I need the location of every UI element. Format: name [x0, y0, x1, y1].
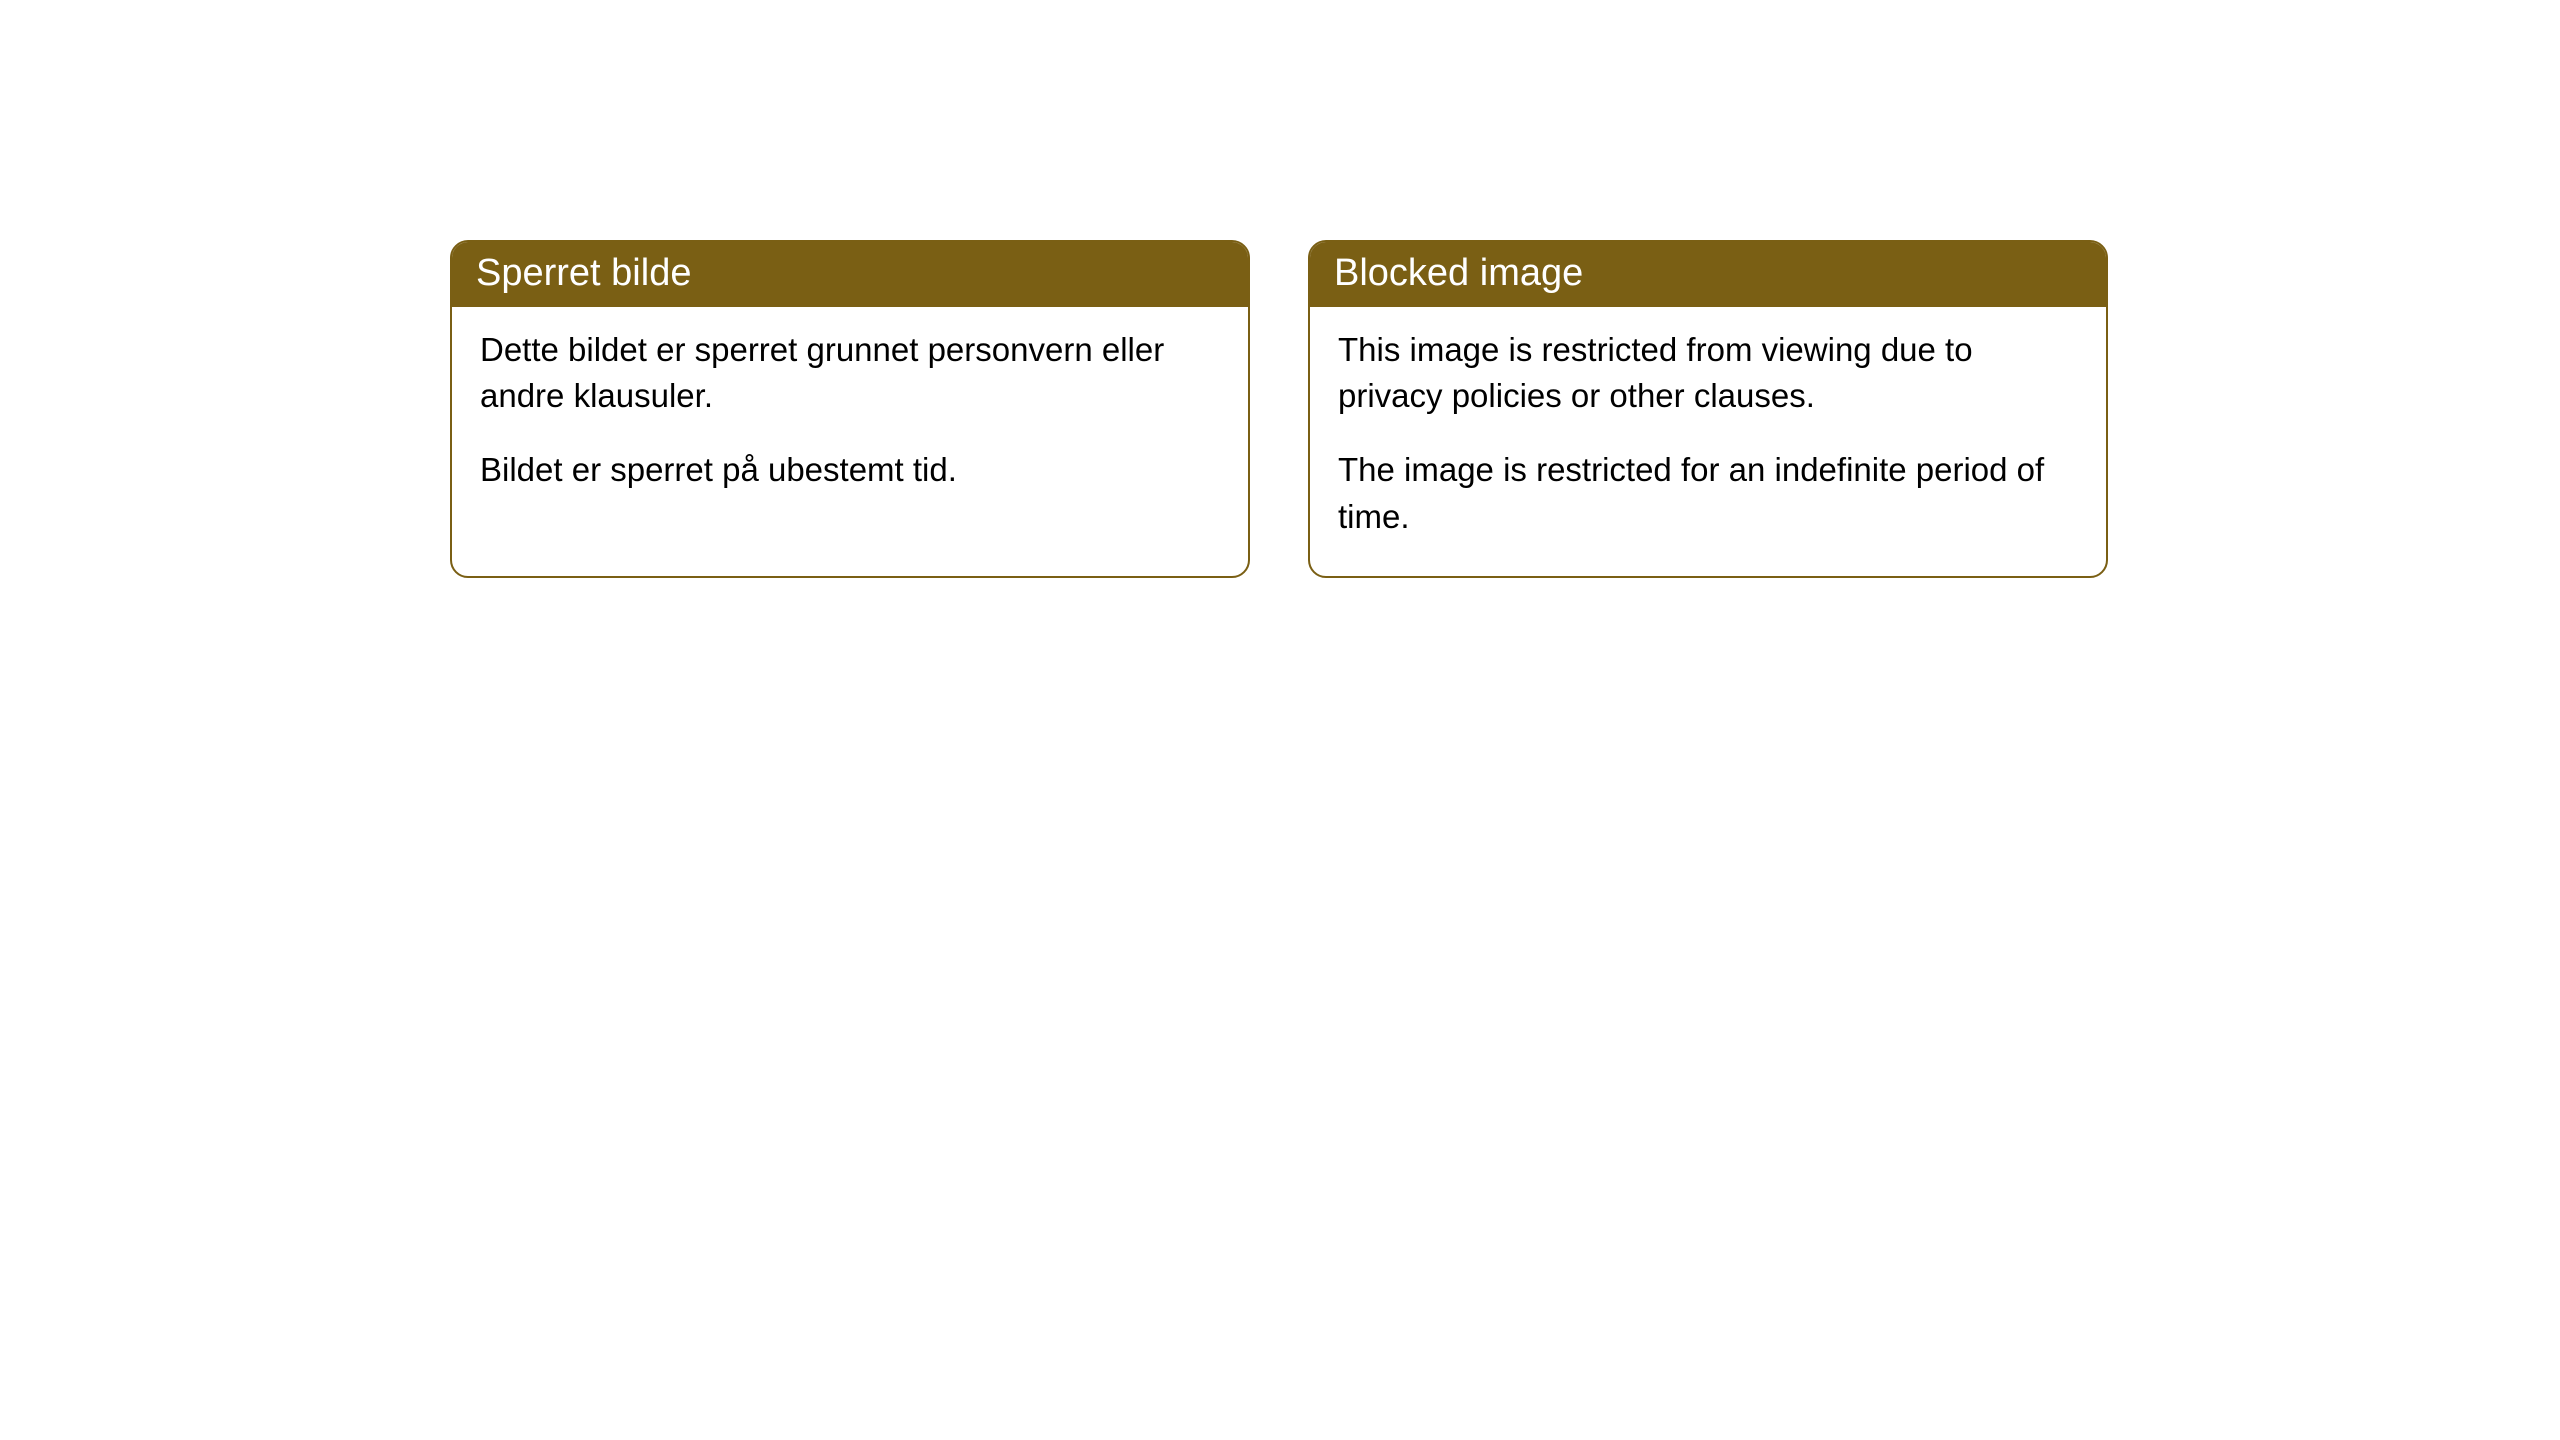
card-body-no: Dette bildet er sperret grunnet personve…: [452, 307, 1248, 530]
card-paragraph-1-no: Dette bildet er sperret grunnet personve…: [480, 327, 1220, 419]
blocked-image-card-no: Sperret bilde Dette bildet er sperret gr…: [450, 240, 1250, 578]
card-header-no: Sperret bilde: [452, 242, 1248, 307]
card-header-en: Blocked image: [1310, 242, 2106, 307]
card-paragraph-2-no: Bildet er sperret på ubestemt tid.: [480, 447, 1220, 493]
card-paragraph-2-en: The image is restricted for an indefinit…: [1338, 447, 2078, 539]
blocked-image-card-en: Blocked image This image is restricted f…: [1308, 240, 2108, 578]
cards-container: Sperret bilde Dette bildet er sperret gr…: [450, 240, 2108, 578]
card-paragraph-1-en: This image is restricted from viewing du…: [1338, 327, 2078, 419]
card-body-en: This image is restricted from viewing du…: [1310, 307, 2106, 576]
